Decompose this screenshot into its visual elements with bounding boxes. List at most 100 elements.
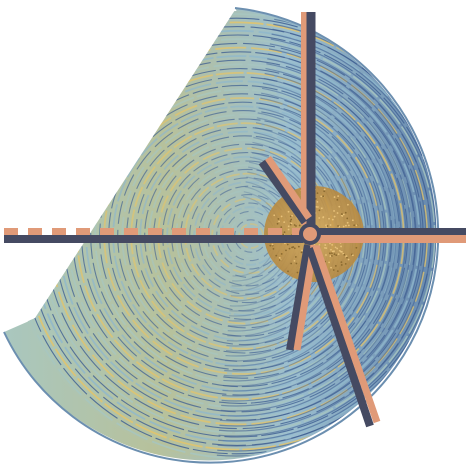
core-speckle <box>283 221 286 224</box>
core-speckle <box>291 214 293 217</box>
core-speckle <box>331 243 333 246</box>
core-speckle <box>293 224 296 226</box>
core-speckle <box>278 220 280 223</box>
core-speckle <box>341 215 344 217</box>
core-speckle <box>280 226 283 229</box>
core-speckle <box>342 225 345 228</box>
core-speckle <box>344 211 347 214</box>
core-speckle <box>280 215 283 218</box>
core-speckle <box>323 190 326 193</box>
core-speckle <box>296 271 299 274</box>
core-speckle <box>343 253 346 256</box>
core-speckle <box>278 259 281 261</box>
core-speckle <box>294 256 297 258</box>
core-speckle <box>298 224 301 227</box>
ring-arc-cool <box>218 38 437 437</box>
core-speckle <box>338 205 341 208</box>
core-speckle <box>271 243 274 246</box>
core-speckle <box>324 244 327 246</box>
core-speckle <box>273 214 276 217</box>
spoke-lowright-dark <box>306 246 374 428</box>
core-speckle <box>288 247 291 250</box>
core-speckle <box>280 252 283 255</box>
core-speckle <box>291 246 293 249</box>
core-speckle <box>320 195 323 198</box>
core-speckle <box>329 252 331 255</box>
core-speckle <box>346 256 348 259</box>
core-speckle <box>329 224 332 226</box>
core-speckle <box>318 217 321 219</box>
core-speckle <box>336 198 339 201</box>
ring-arc-cool <box>218 33 437 442</box>
spokes <box>4 12 466 428</box>
core-speckle <box>337 195 340 198</box>
core-speckle <box>330 266 332 269</box>
core-speckle <box>328 217 330 220</box>
core-speckle <box>287 228 290 231</box>
core-speckle <box>287 210 290 213</box>
core-speckle <box>334 265 337 267</box>
core-speckle <box>335 254 338 256</box>
core-speckle <box>315 205 318 208</box>
core-speckle <box>283 231 286 234</box>
ring-arc-cool <box>223 92 382 382</box>
core-speckle <box>347 203 349 206</box>
ring-arc-cool <box>222 87 387 387</box>
core-speckle <box>346 217 349 220</box>
core-speckle <box>344 263 347 265</box>
core-speckle <box>330 255 333 257</box>
core-speckle <box>342 213 345 216</box>
core-speckle <box>290 218 293 221</box>
ring-arc-cool <box>221 72 402 402</box>
core-speckle <box>269 244 272 247</box>
core-speckle <box>328 261 330 264</box>
core-speckle <box>336 212 339 214</box>
core-speckle <box>333 215 336 218</box>
core-speckle <box>322 216 325 218</box>
core-speckle <box>329 242 331 245</box>
ring-arc-cool <box>223 97 377 377</box>
core-speckle <box>336 247 339 250</box>
core-speckle <box>285 249 287 252</box>
core-speckle <box>351 219 354 222</box>
core-speckle <box>316 192 319 195</box>
core-speckle <box>336 270 339 273</box>
ring-arc-cool <box>224 102 372 372</box>
ring-arc-cool <box>220 63 412 412</box>
core-speckle <box>340 213 343 215</box>
core-speckle <box>293 247 296 250</box>
core-speckle <box>301 249 303 252</box>
core-speckle <box>326 225 329 227</box>
core-speckle <box>322 195 325 198</box>
core-speckle <box>351 254 354 257</box>
spoke-hub <box>299 223 321 245</box>
core-speckle <box>324 246 326 249</box>
core-speckle <box>297 245 300 248</box>
core-speckle <box>325 224 327 227</box>
core-speckle <box>287 270 289 273</box>
core-speckle <box>295 262 298 265</box>
core-speckle <box>272 247 275 250</box>
core-speckle <box>318 209 321 212</box>
core-speckle <box>331 252 333 255</box>
core-speckle <box>345 224 347 227</box>
core-speckle <box>332 269 335 271</box>
core-speckle <box>331 218 334 221</box>
core-speckle <box>355 246 358 249</box>
core-speckle <box>347 224 350 227</box>
core-speckle <box>346 221 349 224</box>
core-speckle <box>340 250 342 253</box>
core-speckle <box>330 248 332 251</box>
core-speckle <box>278 256 281 259</box>
core-speckle <box>333 210 335 212</box>
core-speckle <box>290 222 293 225</box>
core-speckle <box>355 224 358 227</box>
core-speckle <box>275 254 278 257</box>
core-speckle <box>276 222 279 225</box>
ring-arc-cool <box>221 67 407 407</box>
core-speckle <box>325 254 327 256</box>
core-speckle <box>293 259 296 262</box>
ring-arc-cool <box>218 43 432 432</box>
ring-arc-cool <box>220 58 417 417</box>
